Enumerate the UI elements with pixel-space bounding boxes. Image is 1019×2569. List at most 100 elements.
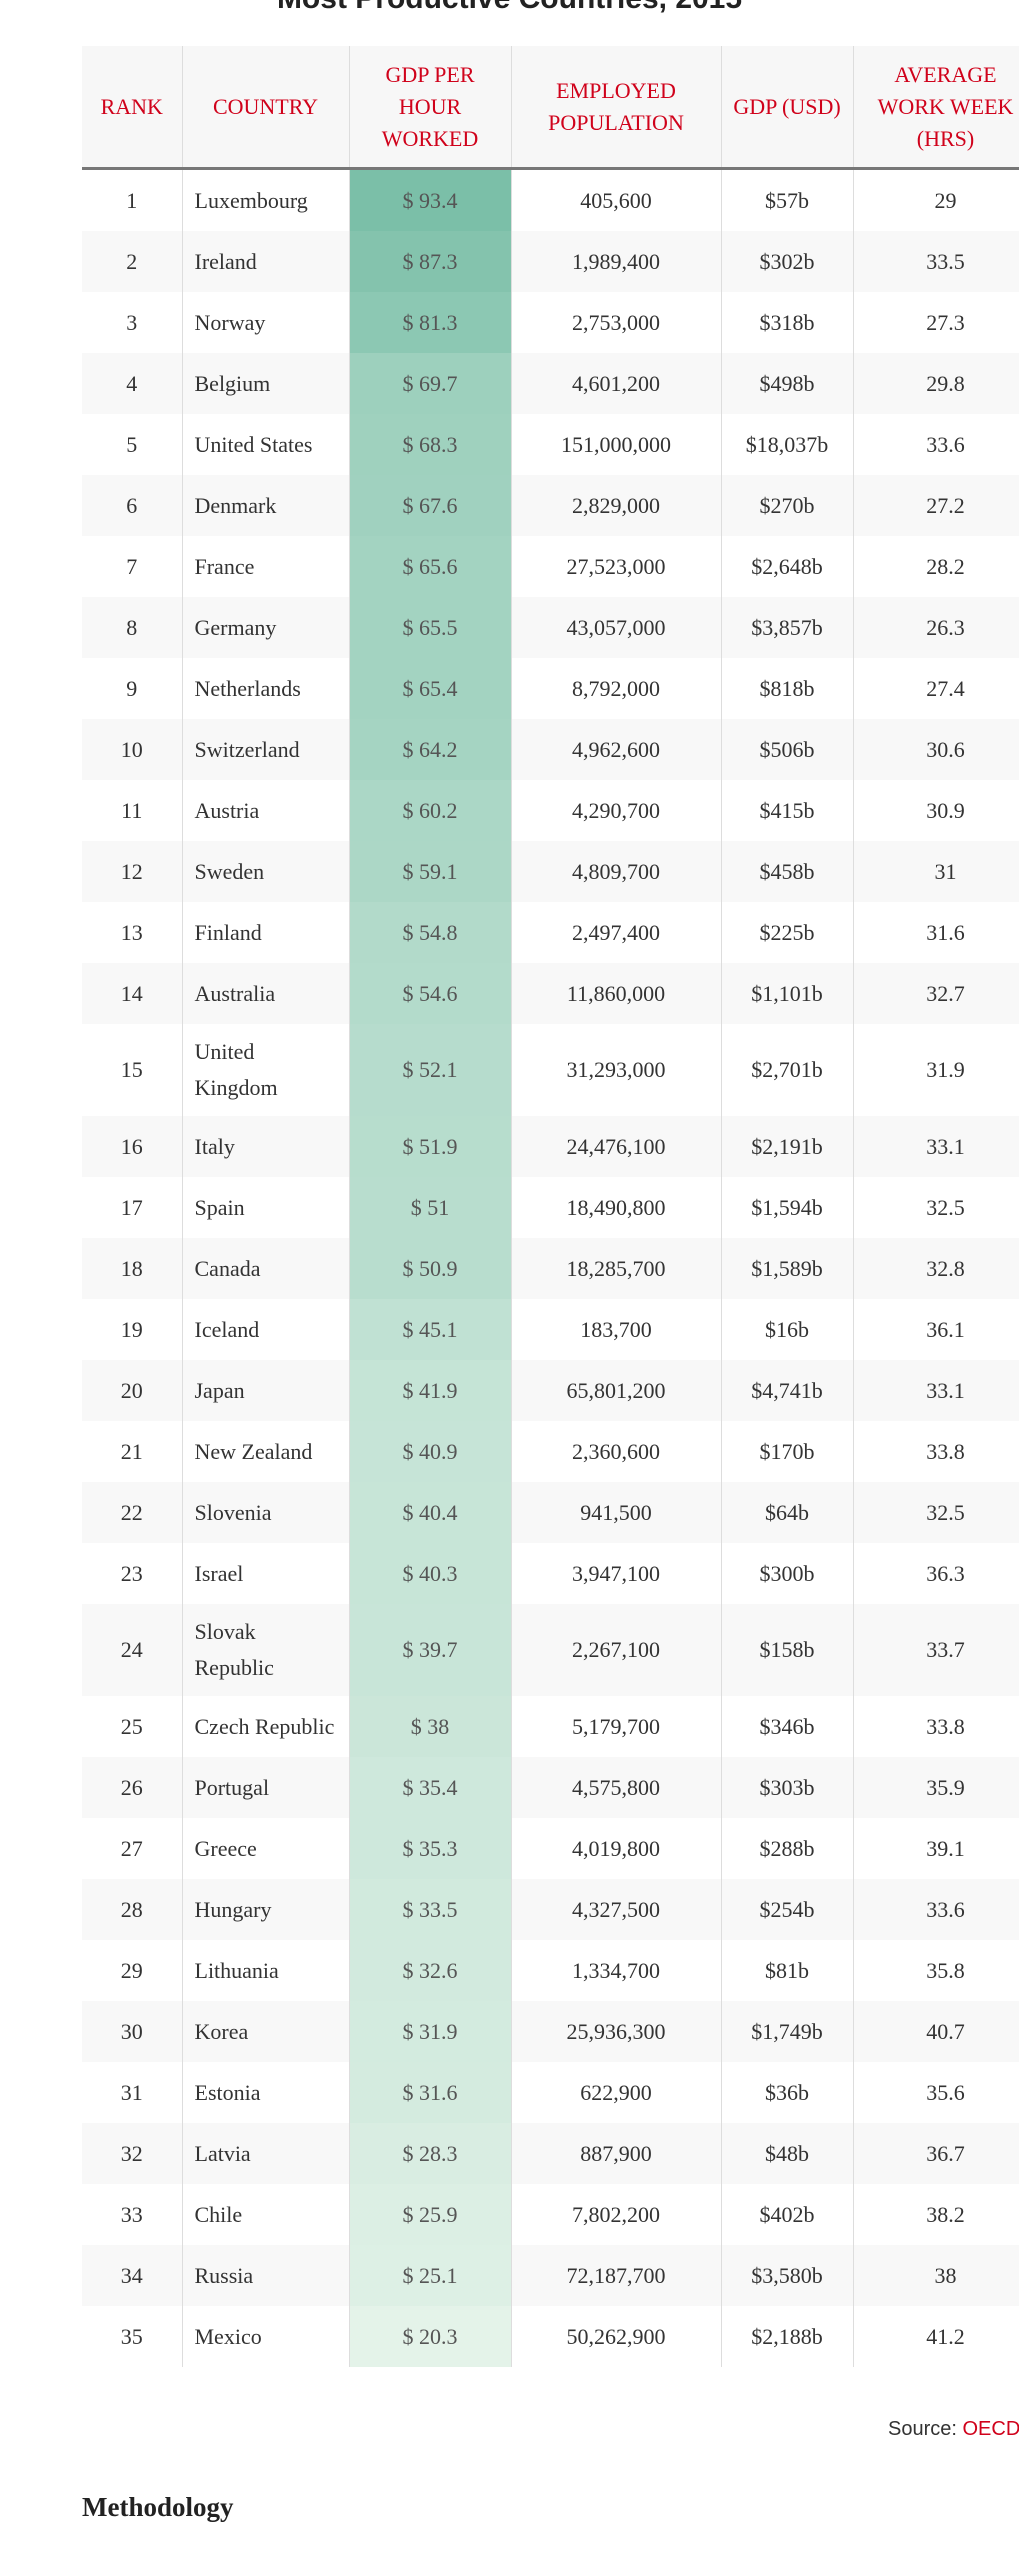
work-week-cell: 30.6 xyxy=(853,719,1019,780)
rank-cell: 18 xyxy=(82,1238,183,1299)
rank-cell: 28 xyxy=(82,1879,183,1940)
gdp-cell: $303b xyxy=(721,1757,854,1818)
rank-cell: 24 xyxy=(82,1604,183,1696)
employed-cell: 18,490,800 xyxy=(511,1177,722,1238)
column-header: RANK xyxy=(82,46,183,170)
header-row: RANK COUNTRY GDP PER HOUR WORKED EMPLOYED P… xyxy=(82,46,1019,170)
table-row: 32 Latvia $ 28.3 887,900 $48b 36.7 xyxy=(82,2123,1019,2184)
country-cell: United States xyxy=(182,414,350,475)
gdp-per-hour-cell: $ 60.2 xyxy=(349,780,512,841)
country-cell: Slovak Republic xyxy=(182,1604,350,1696)
rank-cell: 6 xyxy=(82,475,183,536)
table-row: 14 Australia $ 54.6 11,860,000 $1,101b 32.7 xyxy=(82,963,1019,1024)
country-cell: Switzerland xyxy=(182,719,350,780)
rank-cell: 8 xyxy=(82,597,183,658)
page-title: Most Productive Countries, 2015 xyxy=(0,0,1019,16)
gdp-per-hour-cell: $ 51.9 xyxy=(349,1116,512,1177)
rank-cell: 14 xyxy=(82,963,183,1024)
country-cell: Czech Republic xyxy=(182,1696,350,1757)
country-cell: Lithuania xyxy=(182,1940,350,2001)
gdp-per-hour-cell: $ 45.1 xyxy=(349,1299,512,1360)
gdp-cell: $3,857b xyxy=(721,597,854,658)
work-week-cell: 33.5 xyxy=(853,231,1019,292)
country-cell: Estonia xyxy=(182,2062,350,2123)
gdp-per-hour-cell: $ 35.3 xyxy=(349,1818,512,1879)
source-link[interactable]: OECD xyxy=(962,2418,1019,2440)
employed-cell: 2,497,400 xyxy=(511,902,722,963)
table-row: 31 Estonia $ 31.6 622,900 $36b 35.6 xyxy=(82,2062,1019,2123)
gdp-cell: $302b xyxy=(721,231,854,292)
country-cell: Spain xyxy=(182,1177,350,1238)
gdp-per-hour-cell: $ 65.6 xyxy=(349,536,512,597)
rank-cell: 16 xyxy=(82,1116,183,1177)
employed-cell: 72,187,700 xyxy=(511,2245,722,2306)
rank-cell: 15 xyxy=(82,1024,183,1116)
employed-cell: 3,947,100 xyxy=(511,1543,722,1604)
table-row: 20 Japan $ 41.9 65,801,200 $4,741b 33.1 xyxy=(82,1360,1019,1421)
rank-cell: 5 xyxy=(82,414,183,475)
gdp-cell: $4,741b xyxy=(721,1360,854,1421)
rank-cell: 19 xyxy=(82,1299,183,1360)
country-cell: Sweden xyxy=(182,841,350,902)
country-cell: Greece xyxy=(182,1818,350,1879)
country-cell: Israel xyxy=(182,1543,350,1604)
gdp-per-hour-cell: $ 40.4 xyxy=(349,1482,512,1543)
country-cell: Korea xyxy=(182,2001,350,2062)
table-row: 5 United States $ 68.3 151,000,000 $18,037b 3… xyxy=(82,414,1019,475)
country-cell: Iceland xyxy=(182,1299,350,1360)
rank-cell: 22 xyxy=(82,1482,183,1543)
gdp-per-hour-cell: $ 31.9 xyxy=(349,2001,512,2062)
employed-cell: 50,262,900 xyxy=(511,2306,722,2367)
work-week-cell: 32.8 xyxy=(853,1238,1019,1299)
gdp-per-hour-cell: $ 31.6 xyxy=(349,2062,512,2123)
source-label: Source: xyxy=(888,2418,957,2440)
work-week-cell: 29.8 xyxy=(853,353,1019,414)
gdp-cell: $506b xyxy=(721,719,854,780)
work-week-cell: 30.9 xyxy=(853,780,1019,841)
work-week-cell: 33.8 xyxy=(853,1421,1019,1482)
rank-cell: 35 xyxy=(82,2306,183,2367)
gdp-cell: $318b xyxy=(721,292,854,353)
gdp-cell: $1,594b xyxy=(721,1177,854,1238)
country-cell: Germany xyxy=(182,597,350,658)
gdp-cell: $1,589b xyxy=(721,1238,854,1299)
gdp-cell: $16b xyxy=(721,1299,854,1360)
work-week-cell: 32.7 xyxy=(853,963,1019,1024)
rank-cell: 30 xyxy=(82,2001,183,2062)
country-cell: Japan xyxy=(182,1360,350,1421)
table-row: 9 Netherlands $ 65.4 8,792,000 $818b 27.4 xyxy=(82,658,1019,719)
rank-cell: 13 xyxy=(82,902,183,963)
employed-cell: 941,500 xyxy=(511,1482,722,1543)
rank-cell: 7 xyxy=(82,536,183,597)
employed-cell: 405,600 xyxy=(511,168,722,231)
work-week-cell: 28.2 xyxy=(853,536,1019,597)
work-week-cell: 35.8 xyxy=(853,1940,1019,2001)
gdp-per-hour-cell: $ 65.4 xyxy=(349,658,512,719)
work-week-cell: 26.3 xyxy=(853,597,1019,658)
rank-cell: 12 xyxy=(82,841,183,902)
gdp-cell: $346b xyxy=(721,1696,854,1757)
country-cell: Russia xyxy=(182,2245,350,2306)
employed-cell: 1,334,700 xyxy=(511,1940,722,2001)
gdp-per-hour-cell: $ 33.5 xyxy=(349,1879,512,1940)
gdp-per-hour-cell: $ 25.1 xyxy=(349,2245,512,2306)
table-row: 13 Finland $ 54.8 2,497,400 $225b 31.6 xyxy=(82,902,1019,963)
work-week-cell: 27.4 xyxy=(853,658,1019,719)
rank-cell: 11 xyxy=(82,780,183,841)
gdp-per-hour-cell: $ 52.1 xyxy=(349,1024,512,1116)
work-week-cell: 33.1 xyxy=(853,1360,1019,1421)
table-row: 12 Sweden $ 59.1 4,809,700 $458b 31 xyxy=(82,841,1019,902)
employed-cell: 27,523,000 xyxy=(511,536,722,597)
employed-cell: 25,936,300 xyxy=(511,2001,722,2062)
gdp-cell: $498b xyxy=(721,353,854,414)
employed-cell: 4,327,500 xyxy=(511,1879,722,1940)
work-week-cell: 35.6 xyxy=(853,2062,1019,2123)
table-row: 25 Czech Republic $ 38 5,179,700 $346b 33.8 xyxy=(82,1696,1019,1757)
work-week-cell: 31.6 xyxy=(853,902,1019,963)
gdp-cell: $818b xyxy=(721,658,854,719)
gdp-per-hour-cell: $ 54.8 xyxy=(349,902,512,963)
gdp-cell: $1,749b xyxy=(721,2001,854,2062)
gdp-cell: $18,037b xyxy=(721,414,854,475)
table-body: 1 Luxembourg $ 93.4 405,600 $57b 29 2 Ireland $ … xyxy=(82,168,1019,2367)
